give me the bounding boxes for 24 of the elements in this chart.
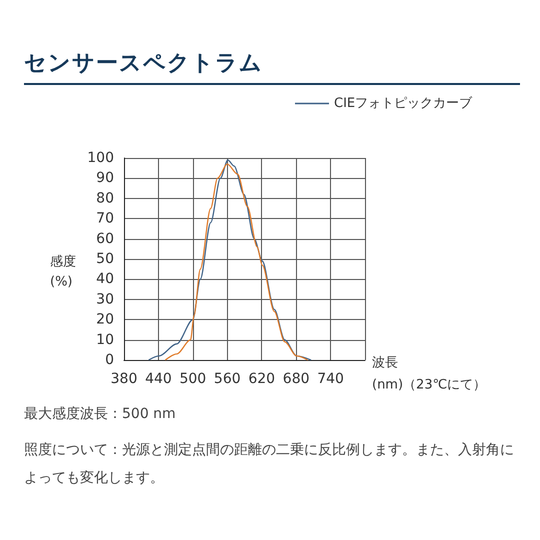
y-tick-label: 0 (105, 352, 114, 368)
x-tick-label: 440 (145, 371, 172, 387)
y-tick-label: 50 (96, 251, 114, 267)
legend-label: CIEフォトピックカーブ (334, 96, 474, 111)
y-tick-label: 60 (96, 230, 114, 247)
x-tick-label: 380 (110, 371, 138, 387)
y-tick-label: 80 (96, 190, 114, 206)
y-tick-label: 100 (87, 150, 114, 166)
text: 最大感度波長：500 nm (24, 405, 177, 424)
chart-title: センサースペクトラム (24, 50, 263, 78)
y-tick-label: 10 (96, 332, 114, 348)
y-tick-label: 70 (96, 210, 114, 227)
x-axis-title: 波長 (nm)（23℃にて） (372, 356, 486, 392)
y-tick-label: 90 (96, 170, 114, 186)
x-tick-label: 500 (179, 371, 206, 387)
x-tick-label: 680 (282, 371, 310, 387)
x-tick-label: 620 (248, 371, 276, 387)
y-axis-title: 感度 (%) (50, 254, 76, 290)
y-tick-label: 30 (96, 291, 114, 308)
x-tick-label: 740 (317, 371, 344, 387)
text: 照度について：光源と測定点間の距離の二乗に反比例します。また、入射角によっても変化します。 (24, 441, 515, 488)
y-tick-label: 20 (96, 312, 114, 328)
y-tick-label: 40 (96, 271, 114, 288)
x-tick-label: 560 (214, 371, 241, 387)
